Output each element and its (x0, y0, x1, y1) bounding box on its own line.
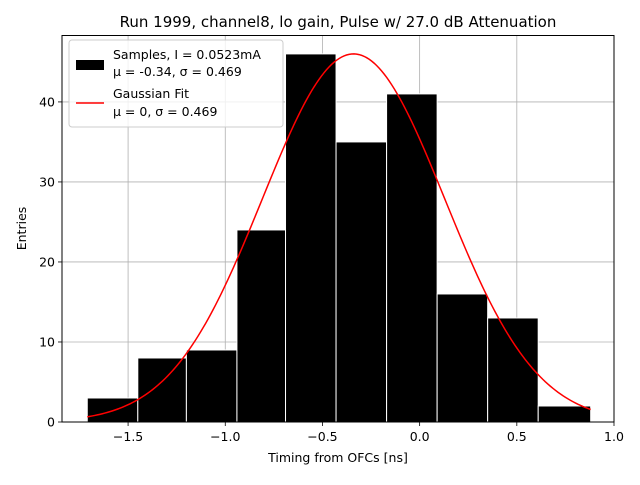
plot-frame (61, 35, 615, 423)
legend-samples-stats: μ = -0.34, σ = 0.469 (113, 64, 242, 79)
histogram-bars (86, 53, 592, 423)
gaussian-fit-curve (87, 53, 591, 418)
x-tick-label: 1.0 (604, 429, 624, 444)
legend-samples-swatch (76, 60, 104, 70)
legend-fit-stats: μ = 0, σ = 0.469 (113, 104, 217, 119)
y-axis-label: Entries (14, 207, 29, 251)
legend-samples-label: Samples, I = 0.0523mA (113, 47, 261, 62)
histogram-bar (537, 405, 592, 423)
histogram-bar (335, 141, 388, 423)
x-axis-label: Timing from OFCs [ns] (267, 450, 408, 465)
chart-title: Run 1999, channel8, lo gain, Pulse w/ 27… (120, 13, 557, 31)
histogram-bar (236, 229, 287, 423)
y-tick-label: 10 (39, 334, 55, 349)
legend: Samples, I = 0.0523mA μ = -0.34, σ = 0.4… (68, 39, 284, 128)
y-tick-label: 0 (47, 415, 55, 430)
x-tick-label: −0.5 (307, 429, 337, 444)
x-tick-label: 0.0 (410, 429, 430, 444)
histogram-bar (285, 53, 337, 423)
y-tick-label: 40 (39, 94, 55, 109)
histogram-bar (86, 397, 139, 423)
histogram-bar (487, 317, 539, 423)
x-axis-ticks: −1.5 −1.0 −0.5 0.0 0.5 1.0 (113, 422, 624, 444)
legend-box (68, 39, 284, 128)
y-tick-label: 20 (39, 254, 55, 269)
y-tick-label: 30 (39, 174, 55, 189)
fit-curve-group (87, 53, 591, 418)
x-tick-label: 0.5 (507, 429, 527, 444)
x-tick-label: −1.5 (113, 429, 143, 444)
histogram-bar (386, 93, 438, 423)
histogram-bar (137, 357, 187, 423)
histogram-bar (185, 349, 238, 423)
x-tick-label: −1.0 (210, 429, 240, 444)
legend-fit-label: Gaussian Fit (113, 86, 189, 101)
y-axis-ticks: 0 10 20 30 40 (39, 94, 62, 430)
histogram-bar (436, 293, 489, 423)
